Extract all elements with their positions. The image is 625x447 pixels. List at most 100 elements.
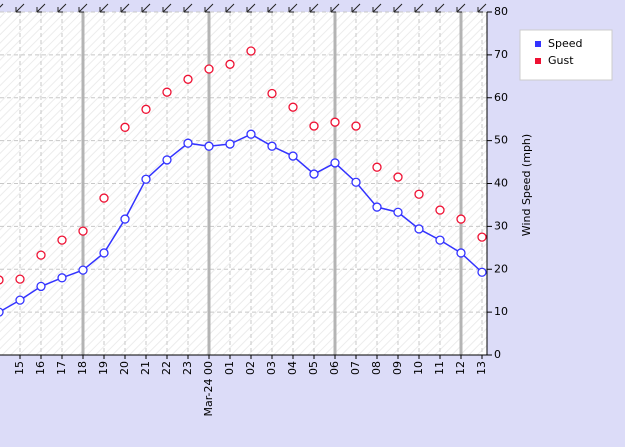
y-tick-label: 10 — [494, 305, 508, 318]
y-tick-label: 0 — [494, 348, 501, 361]
legend-label: Speed — [548, 37, 582, 50]
wind-arrow — [141, 3, 151, 13]
data-point — [414, 189, 424, 199]
data-point — [57, 235, 67, 245]
wind-arrow — [204, 3, 214, 13]
x-tick-label: 01 — [223, 361, 236, 375]
x-tick-label: 12 — [454, 361, 467, 375]
wind-arrow — [477, 3, 487, 13]
wind-arrow — [435, 3, 445, 13]
data-point — [267, 88, 277, 99]
data-point — [162, 155, 172, 165]
marks — [0, 46, 487, 317]
x-tick-label: 20 — [118, 361, 131, 375]
data-point — [330, 117, 340, 127]
data-point — [393, 207, 403, 217]
y-tick-label: 70 — [494, 48, 508, 61]
legend-swatch — [535, 41, 541, 47]
data-point — [120, 214, 130, 224]
wind-arrow — [36, 3, 46, 13]
data-point — [372, 202, 382, 212]
x-tick-label: 19 — [97, 361, 110, 375]
data-point — [351, 121, 361, 131]
data-point — [351, 177, 361, 187]
x-tick-label: 13 — [475, 361, 488, 375]
wind-arrow — [57, 3, 67, 13]
data-point — [120, 122, 130, 132]
data-point — [456, 248, 466, 258]
data-point — [330, 158, 340, 168]
x-tick-label: 04 — [286, 361, 299, 375]
y-tick-label: 20 — [494, 262, 508, 275]
data-point — [204, 141, 214, 151]
data-point — [477, 232, 487, 242]
wind-arrow — [456, 3, 466, 13]
legend — [519, 29, 613, 81]
x-tick-label: 05 — [307, 361, 320, 375]
plot-area — [0, 12, 487, 355]
y-axis-title: Wind Speed (mph) — [520, 134, 533, 236]
data-point — [183, 74, 193, 84]
wind-arrow — [288, 3, 298, 13]
x-tick-label: 23 — [181, 361, 194, 375]
wind-arrow — [267, 3, 277, 13]
data-point — [15, 295, 25, 305]
data-point — [456, 214, 466, 224]
grid — [0, 11, 487, 356]
data-point — [225, 59, 235, 69]
data-point — [288, 102, 298, 112]
wind-arrow — [0, 3, 4, 13]
wind-arrow — [120, 3, 130, 13]
x-tick-label: 21 — [139, 361, 152, 375]
data-point — [225, 139, 235, 149]
legend-label: Gust — [548, 54, 574, 67]
y-tick-label: 30 — [494, 219, 508, 232]
data-point — [267, 141, 277, 151]
x-tick-label: Mar-24 00 — [202, 361, 215, 417]
data-point — [78, 265, 88, 275]
wind-arrow — [183, 3, 193, 13]
x-tick-label: 18 — [76, 361, 89, 375]
data-point — [393, 172, 403, 182]
data-point — [57, 273, 67, 283]
y-tick-label: 40 — [494, 177, 508, 190]
x-tick-label: 22 — [160, 361, 173, 375]
data-point — [246, 129, 256, 139]
legend-swatch — [535, 58, 541, 64]
data-point — [162, 87, 172, 97]
data-point — [78, 226, 88, 236]
data-point — [414, 224, 424, 234]
x-tick-label: 07 — [349, 361, 362, 375]
data-point — [36, 250, 46, 260]
wind-arrow — [246, 3, 256, 13]
data-point — [309, 169, 319, 179]
data-point — [0, 275, 4, 285]
wind-arrow — [225, 3, 235, 13]
wind-arrow — [414, 3, 424, 13]
x-tick-label: 10 — [412, 361, 425, 375]
x-tick-label: 02 — [244, 361, 257, 375]
x-tick-label: 17 — [55, 361, 68, 375]
y-tick-label: 60 — [494, 91, 508, 104]
data-point — [36, 281, 46, 292]
x-tick-label: 11 — [433, 361, 446, 375]
data-point — [435, 205, 445, 215]
data-point — [141, 174, 151, 184]
data-point — [204, 64, 214, 74]
data-point — [15, 274, 25, 284]
x-tick-label: 09 — [391, 361, 404, 375]
x-tick-label: 15 — [13, 361, 26, 375]
x-tick-label: 08 — [370, 361, 383, 375]
wind-arrow — [99, 3, 109, 13]
x-tick-label: 16 — [34, 361, 47, 375]
wind-arrow — [393, 3, 403, 13]
x-tick-label: 03 — [265, 361, 278, 375]
y-tick-label: 80 — [494, 5, 508, 18]
wind-arrow — [78, 3, 88, 13]
data-point — [0, 307, 4, 317]
data-point — [246, 46, 256, 56]
data-point — [309, 121, 319, 131]
x-tick-label: 06 — [328, 361, 341, 375]
data-point — [477, 267, 487, 277]
